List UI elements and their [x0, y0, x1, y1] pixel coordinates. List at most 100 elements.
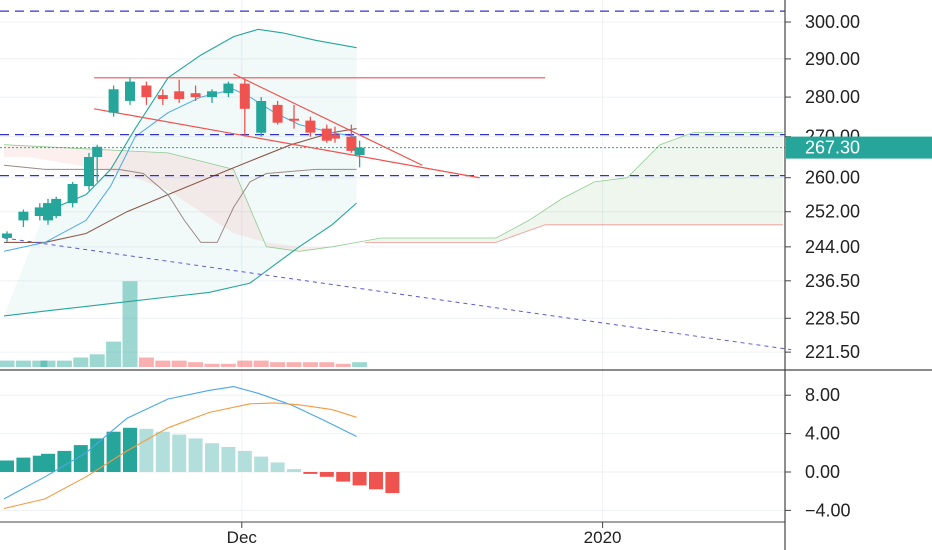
current-price-label: 267.30	[805, 138, 860, 158]
bollinger-lower-line	[3, 202, 357, 317]
candle-body	[2, 233, 12, 238]
volume-bar	[56, 360, 72, 367]
signal-line	[3, 402, 357, 510]
candle-body	[346, 136, 357, 151]
price-axis-label: 290.00	[805, 49, 860, 69]
candle-body	[289, 118, 299, 121]
cloud-span-a-line	[3, 132, 783, 252]
candle[interactable]	[190, 85, 201, 101]
cloud-bullish-fill	[364, 132, 783, 243]
price-axis-label: 260.00	[805, 168, 860, 188]
volume-bar	[319, 362, 335, 367]
macd-histogram-bar	[205, 443, 219, 472]
candle-body	[256, 101, 267, 133]
candle[interactable]	[207, 89, 217, 103]
volume-bar	[0, 360, 15, 367]
candle[interactable]	[321, 124, 332, 143]
volume-bar	[106, 341, 122, 367]
macd-histogram-bar	[41, 453, 55, 472]
volume-bar	[302, 362, 318, 367]
price-axis-label: 236.50	[805, 271, 860, 291]
osc-axis-label: 8.00	[805, 385, 840, 405]
time-axis-label: Dec	[227, 528, 258, 547]
candle[interactable]	[305, 116, 316, 137]
cloud-bearish-fill	[4, 144, 365, 252]
volume-bar	[204, 363, 220, 367]
candle[interactable]	[289, 104, 299, 129]
volume-bar	[237, 360, 253, 367]
candle[interactable]	[354, 140, 365, 168]
candle[interactable]	[346, 124, 357, 153]
volume-bar	[188, 362, 204, 367]
candle[interactable]	[272, 100, 283, 125]
volume-bar	[89, 354, 105, 367]
macd-histogram-bar	[336, 472, 351, 482]
candle[interactable]	[2, 231, 12, 243]
candle-body	[321, 128, 332, 141]
candle[interactable]	[330, 126, 340, 143]
macd-histogram-bar	[221, 447, 236, 472]
candle-body	[223, 83, 234, 94]
macd-histogram-bar	[287, 469, 301, 472]
current-price-tag[interactable]	[786, 136, 932, 159]
price-axis-label: 221.50	[805, 342, 860, 362]
macd-histogram-bar	[139, 428, 154, 472]
candle-body	[239, 83, 250, 109]
candle-body	[190, 93, 201, 98]
candle[interactable]	[34, 203, 45, 221]
volume-bar	[40, 360, 56, 367]
candle-body	[84, 157, 94, 187]
candle[interactable]	[51, 196, 62, 219]
candle[interactable]	[141, 81, 152, 105]
candle-body	[92, 146, 103, 157]
candle[interactable]	[223, 81, 234, 98]
volume-bar	[220, 363, 236, 367]
candle-body	[354, 147, 365, 155]
wedge-upper-line[interactable]	[233, 73, 423, 166]
macd-histogram-bar	[155, 431, 170, 472]
volume-bar	[32, 360, 48, 367]
cloud-span-b-line	[364, 224, 783, 243]
macd-line	[3, 386, 357, 500]
price-axis-label: 228.50	[805, 308, 860, 328]
macd-histogram-bar	[303, 472, 318, 474]
volume-bar	[171, 360, 187, 367]
volume-bar	[138, 357, 154, 367]
candle-body	[34, 207, 45, 216]
candle[interactable]	[108, 85, 119, 117]
candle[interactable]	[84, 152, 94, 191]
macd-histogram-bar	[352, 472, 367, 486]
candle[interactable]	[239, 79, 250, 137]
osc-axis-label: 4.00	[805, 424, 840, 444]
macd-histogram-bar	[188, 438, 203, 472]
bollinger-basis-line	[4, 128, 357, 243]
candle[interactable]	[256, 97, 267, 137]
volume-bar	[155, 360, 171, 367]
candle-body	[125, 81, 135, 101]
fast-ma-line	[3, 88, 357, 252]
candle[interactable]	[174, 79, 185, 103]
candle[interactable]	[18, 209, 29, 227]
price-axis-label: 280.00	[805, 87, 860, 107]
macd-histogram-bar	[237, 450, 252, 472]
candle-body	[174, 91, 185, 100]
macd-histogram-bar	[254, 456, 269, 472]
candle[interactable]	[125, 77, 135, 105]
candle[interactable]	[92, 144, 103, 182]
time-axis-label: 2020	[584, 528, 622, 547]
candle-body	[157, 95, 168, 99]
wedge-lower-line[interactable]	[94, 108, 480, 179]
macd-histogram-bar	[106, 431, 121, 472]
macd-histogram-bar	[73, 445, 88, 472]
volume-bar	[122, 281, 138, 367]
macd-histogram-bar	[270, 462, 285, 472]
macd-histogram-bar	[319, 472, 334, 477]
candle-body	[43, 203, 53, 221]
candle-body	[330, 134, 340, 139]
volume-bar	[253, 360, 269, 367]
volume-bar	[335, 363, 351, 367]
candle[interactable]	[157, 89, 168, 105]
candle[interactable]	[67, 181, 78, 208]
candle[interactable]	[43, 198, 53, 225]
